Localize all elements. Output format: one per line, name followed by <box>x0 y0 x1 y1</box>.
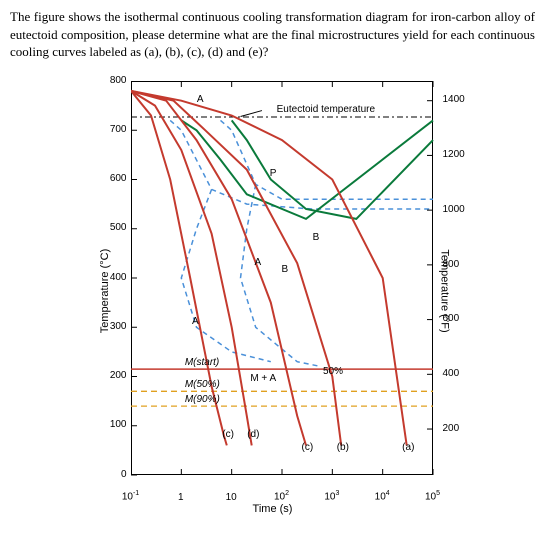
annotation-curve-lbl-1: (b) <box>337 442 349 453</box>
figure-container: Temperature (°C) Temperature (°F) Time (… <box>0 67 545 521</box>
ytick-left: 400 <box>101 272 127 283</box>
ytick-right: 1200 <box>443 149 473 160</box>
xtick: 1 <box>178 492 184 503</box>
xtick: 10 <box>226 492 237 503</box>
xtick: 103 <box>324 490 339 502</box>
annotation-MA: M + A <box>250 373 276 384</box>
ytick-left: 200 <box>101 370 127 381</box>
ytick-left: 0 <box>101 469 127 480</box>
cct-diagram: Temperature (°C) Temperature (°F) Time (… <box>73 71 473 511</box>
annotation-fifty: 50% <box>323 366 343 377</box>
ytick-right: 200 <box>443 423 473 434</box>
xtick: 102 <box>274 490 289 502</box>
ytick-left: 100 <box>101 419 127 430</box>
annotation-B-mid: B <box>281 264 288 275</box>
annotation-B: B <box>313 232 320 243</box>
ytick-left: 600 <box>101 173 127 184</box>
ytick-right: 400 <box>443 368 473 379</box>
x-axis-label: Time (s) <box>253 503 293 515</box>
annotation-curve-lbl-4: (d) <box>247 429 259 440</box>
ytick-left: 800 <box>101 75 127 86</box>
annotation-curve-lbl-0: (a) <box>402 442 414 453</box>
annotation-A-low: A <box>192 316 199 327</box>
problem-statement: The figure shows the isothermal continuo… <box>0 0 545 67</box>
xtick: 10-1 <box>122 490 139 502</box>
label-m50: M(50%) <box>185 379 220 390</box>
xtick: 104 <box>375 490 390 502</box>
ytick-right: 1400 <box>443 94 473 105</box>
annotation-A-mid: A <box>255 257 262 268</box>
plot-svg <box>131 81 435 477</box>
ytick-right: 800 <box>443 259 473 270</box>
annotation-curve-lbl-3: (c) <box>222 429 234 440</box>
annotation-P: P <box>270 168 277 179</box>
ytick-left: 700 <box>101 124 127 135</box>
ytick-left: 500 <box>101 222 127 233</box>
ytick-left: 300 <box>101 321 127 332</box>
annotation-curve-lbl-2: (c) <box>302 442 314 453</box>
annotation-eutectoid: Eutectoid temperature <box>277 104 375 115</box>
xtick: 105 <box>425 490 440 502</box>
label-m90: M(90%) <box>185 394 220 405</box>
label-mstart: M(start) <box>185 357 219 368</box>
ytick-right: 600 <box>443 313 473 324</box>
annotation-A-top: A <box>197 94 204 105</box>
ytick-right: 1000 <box>443 204 473 215</box>
